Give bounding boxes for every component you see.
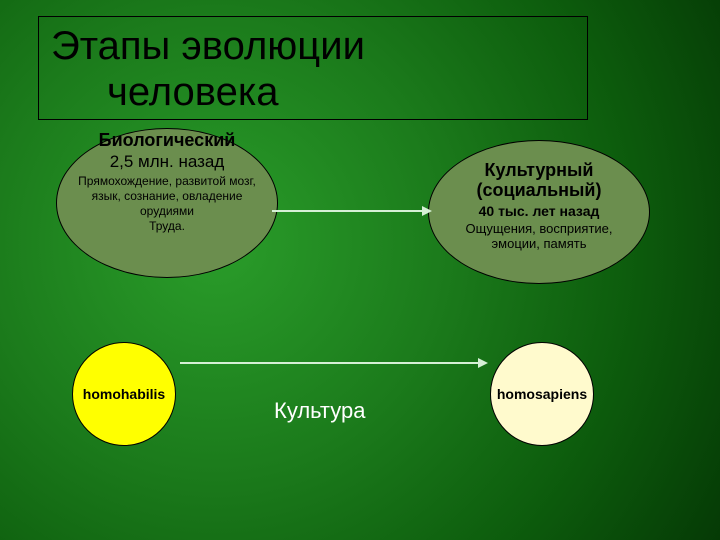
- cult-title: Культурный (социальный): [477, 161, 602, 201]
- title-line2: человека: [51, 69, 575, 115]
- arrow-bio-to-cult: [272, 210, 424, 212]
- bio-desc-line1: Прямохождение, развитой мозг,: [78, 174, 256, 188]
- title-box: Этапы эволюции человека: [38, 16, 588, 120]
- cult-title-line1: Культурный: [484, 160, 593, 180]
- cult-time: 40 тыс. лет назад: [479, 203, 600, 219]
- cult-desc-line2: эмоции, память: [492, 236, 587, 251]
- cult-desc: Ощущения, восприятие, эмоции, память: [453, 221, 624, 252]
- node-cultural: Культурный (социальный) 40 тыс. лет наза…: [428, 140, 650, 284]
- node-homohabilis: homohabilis: [72, 342, 176, 446]
- bio-desc-line2: язык, сознание, овладение орудиями: [92, 189, 243, 218]
- arrow-habilis-to-sapiens: [180, 362, 480, 364]
- culture-label: Культура: [274, 398, 365, 424]
- bio-title: Биологический: [99, 131, 236, 150]
- bio-desc: Прямохождение, развитой мозг, язык, созн…: [57, 174, 277, 234]
- habilis-label: homohabilis: [75, 386, 173, 402]
- cult-desc-line1: Ощущения, восприятие,: [465, 221, 612, 236]
- sapiens-label: homosapiens: [489, 386, 595, 402]
- node-homosapiens: homosapiens: [490, 342, 594, 446]
- title-line1: Этапы эволюции: [51, 24, 365, 68]
- bio-desc-line3: Труда.: [149, 219, 185, 233]
- page-title: Этапы эволюции человека: [51, 23, 575, 115]
- cult-title-line2: (социальный): [477, 180, 602, 200]
- bio-time: 2,5 млн. назад: [110, 152, 225, 172]
- node-biological: Биологический 2,5 млн. назад Прямохожден…: [56, 128, 278, 278]
